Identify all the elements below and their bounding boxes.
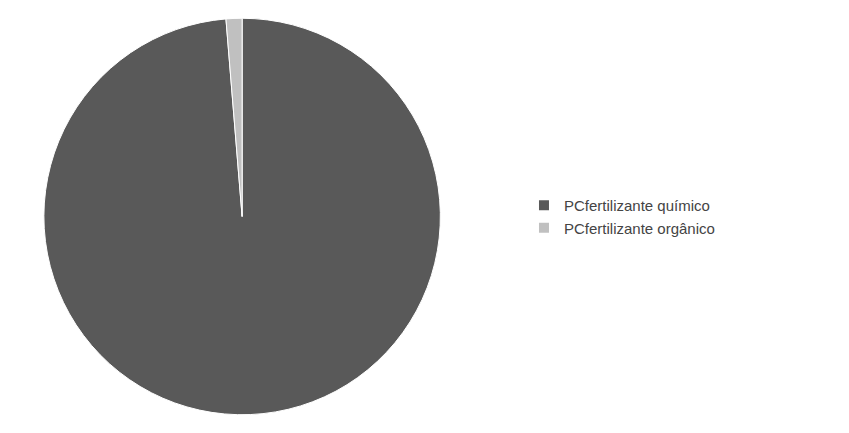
svg-text:PCfertilizante orgânico: PCfertilizante orgânico [564, 220, 715, 237]
svg-text:PCfertilizante químico: PCfertilizante químico [564, 197, 710, 214]
